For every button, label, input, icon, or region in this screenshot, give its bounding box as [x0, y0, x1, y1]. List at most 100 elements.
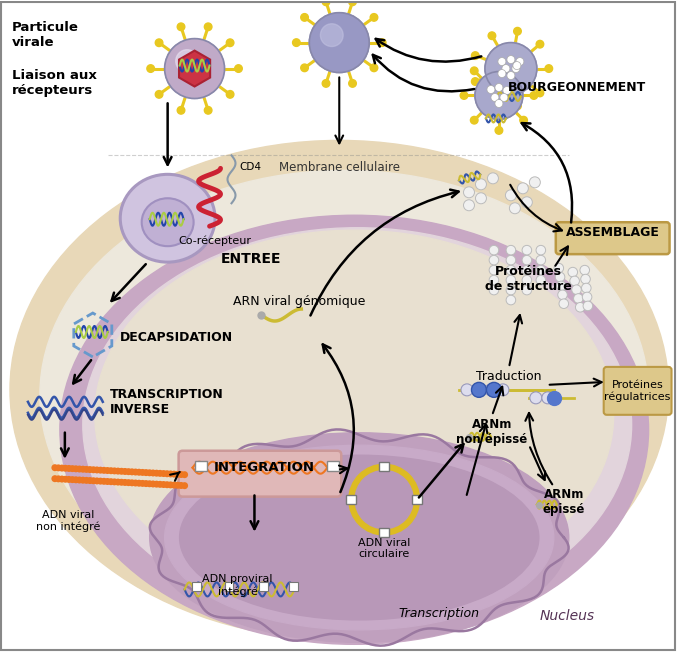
Ellipse shape	[180, 455, 539, 620]
Circle shape	[111, 479, 118, 485]
Circle shape	[497, 384, 509, 396]
Circle shape	[506, 295, 516, 305]
Circle shape	[464, 200, 475, 211]
Circle shape	[348, 80, 357, 88]
Bar	[379, 528, 389, 537]
Circle shape	[69, 476, 76, 483]
Circle shape	[118, 479, 125, 486]
Circle shape	[536, 276, 546, 285]
Text: ENTREE: ENTREE	[221, 252, 281, 266]
Text: Nucleus: Nucleus	[539, 609, 595, 624]
Circle shape	[512, 65, 520, 72]
Circle shape	[153, 481, 160, 488]
Circle shape	[171, 471, 178, 477]
Circle shape	[97, 477, 104, 485]
Circle shape	[514, 102, 521, 110]
Circle shape	[475, 179, 486, 190]
Circle shape	[536, 255, 546, 265]
Circle shape	[90, 477, 97, 485]
Text: ARNm
non épissé: ARNm non épissé	[456, 418, 527, 446]
Circle shape	[58, 464, 65, 471]
Circle shape	[536, 246, 546, 255]
Circle shape	[79, 477, 86, 484]
Circle shape	[506, 246, 516, 255]
Circle shape	[502, 65, 510, 72]
Circle shape	[178, 482, 184, 489]
Bar	[346, 495, 356, 504]
Circle shape	[495, 127, 502, 135]
Circle shape	[139, 469, 146, 476]
Circle shape	[129, 479, 136, 486]
Circle shape	[583, 301, 593, 311]
Circle shape	[108, 478, 115, 485]
Ellipse shape	[10, 140, 669, 639]
Text: Co-récepteur: Co-récepteur	[178, 235, 251, 246]
Circle shape	[65, 465, 73, 472]
Circle shape	[181, 482, 188, 489]
Text: DECAPSIDATION: DECAPSIDATION	[120, 332, 233, 345]
Bar	[327, 461, 339, 471]
Circle shape	[530, 177, 540, 188]
Circle shape	[522, 255, 532, 265]
Circle shape	[142, 480, 150, 487]
Bar	[192, 582, 201, 592]
Ellipse shape	[120, 174, 215, 262]
Circle shape	[505, 190, 517, 200]
Text: ARNm
épissé: ARNm épissé	[542, 488, 585, 516]
Circle shape	[163, 470, 171, 477]
Circle shape	[488, 32, 496, 40]
Text: Transcription: Transcription	[399, 607, 479, 620]
FancyBboxPatch shape	[556, 222, 670, 254]
Circle shape	[100, 467, 107, 474]
Ellipse shape	[165, 445, 554, 630]
Circle shape	[487, 173, 498, 183]
Circle shape	[118, 468, 125, 475]
Circle shape	[104, 467, 111, 474]
Circle shape	[146, 470, 153, 476]
Circle shape	[167, 481, 174, 488]
Circle shape	[522, 285, 532, 295]
Circle shape	[52, 475, 58, 482]
Circle shape	[530, 392, 542, 404]
Circle shape	[522, 265, 532, 275]
Circle shape	[301, 64, 308, 72]
Circle shape	[582, 292, 592, 302]
FancyBboxPatch shape	[603, 367, 671, 415]
Circle shape	[559, 299, 569, 308]
Text: ASSEMBLAGE: ASSEMBLAGE	[565, 226, 660, 239]
Circle shape	[461, 384, 473, 396]
Circle shape	[506, 255, 516, 265]
Circle shape	[545, 65, 553, 72]
Circle shape	[167, 470, 174, 477]
Ellipse shape	[60, 215, 649, 645]
Circle shape	[498, 57, 506, 65]
Circle shape	[150, 470, 157, 477]
Text: Traduction: Traduction	[476, 370, 542, 383]
Circle shape	[204, 106, 212, 114]
Circle shape	[506, 276, 516, 285]
Circle shape	[491, 93, 499, 101]
Circle shape	[204, 23, 212, 31]
Text: Membrane cellulaire: Membrane cellulaire	[279, 161, 400, 174]
Circle shape	[495, 84, 503, 91]
Circle shape	[322, 80, 330, 88]
Circle shape	[581, 274, 591, 284]
Circle shape	[181, 471, 188, 478]
Circle shape	[509, 203, 521, 214]
Bar	[195, 461, 207, 471]
Circle shape	[125, 479, 132, 486]
Circle shape	[129, 468, 136, 475]
Circle shape	[293, 39, 300, 46]
Circle shape	[108, 468, 115, 474]
Circle shape	[471, 383, 486, 397]
Circle shape	[157, 470, 163, 477]
Text: Particule
virale: Particule virale	[12, 21, 79, 49]
Circle shape	[73, 466, 79, 472]
Circle shape	[530, 91, 538, 99]
Circle shape	[94, 466, 100, 473]
Circle shape	[488, 97, 496, 105]
Bar	[290, 582, 298, 592]
Circle shape	[554, 263, 563, 273]
Circle shape	[174, 482, 181, 489]
Circle shape	[464, 187, 475, 198]
